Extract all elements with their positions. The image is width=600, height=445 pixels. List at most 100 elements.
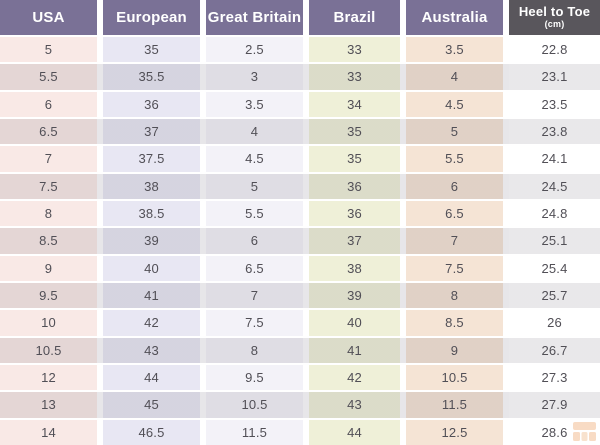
cell-great-britain: 7.5: [206, 310, 303, 336]
cell-european: 40: [103, 255, 200, 281]
cell-great-britain: 6.5: [206, 255, 303, 281]
cell-great-britain: 10.5: [206, 392, 303, 418]
cell-heel-to-toe: 27.9: [509, 392, 600, 418]
cell-usa: 7.5: [0, 173, 97, 199]
cell-brazil: 43: [309, 392, 400, 418]
cell-brazil: 40: [309, 310, 400, 336]
cell-heel-to-toe: 24.5: [509, 173, 600, 199]
cell-great-britain: 7: [206, 282, 303, 309]
table-row: 14 46.5 11.5 44 12.5 28.6: [0, 419, 600, 445]
table-row: 8 38.5 5.5 36 6.5 24.8: [0, 200, 600, 227]
cell-brazil: 33: [309, 37, 400, 63]
cell-brazil: 42: [309, 364, 400, 391]
cell-australia: 6: [406, 173, 503, 199]
column-header-label: USA: [32, 8, 65, 26]
cell-european: 45: [103, 392, 200, 418]
column-header-brazil: Brazil: [309, 0, 400, 35]
cell-heel-to-toe: 24.8: [509, 200, 600, 227]
cell-usa: 6.5: [0, 118, 97, 145]
cell-brazil: 38: [309, 255, 400, 281]
cell-usa: 9: [0, 255, 97, 281]
cell-brazil: 39: [309, 282, 400, 309]
cell-usa: 8.5: [0, 228, 97, 254]
cell-heel-to-toe: 24.1: [509, 146, 600, 172]
table-body: 5 35 2.5 33 3.5 22.8 5.5 35.5 3 33 4 23.1 6 36 3.5 34 4.…: [0, 37, 600, 445]
column-header-label: European: [116, 8, 187, 26]
column-header-label: Brazil: [333, 8, 376, 26]
cell-european: 36: [103, 91, 200, 117]
cell-heel-to-toe: 27.3: [509, 364, 600, 391]
cell-european: 44: [103, 364, 200, 391]
cell-great-britain: 3.5: [206, 91, 303, 117]
cell-european: 41: [103, 282, 200, 309]
cell-heel-to-toe: 26.7: [509, 337, 600, 363]
cell-heel-to-toe: 25.4: [509, 255, 600, 281]
column-header-label: Australia: [421, 8, 488, 26]
cell-heel-to-toe: 22.8: [509, 37, 600, 63]
cell-heel-to-toe: 25.7: [509, 282, 600, 309]
cell-heel-to-toe: 26: [509, 310, 600, 336]
cell-brazil: 35: [309, 146, 400, 172]
cell-usa: 6: [0, 91, 97, 117]
column-header-heel-to-toe: Heel to Toe (cm): [509, 0, 600, 35]
cell-european: 35.5: [103, 64, 200, 90]
cell-european: 38.5: [103, 200, 200, 227]
cell-great-britain: 6: [206, 228, 303, 254]
cell-great-britain: 5: [206, 173, 303, 199]
table-row: 6 36 3.5 34 4.5 23.5: [0, 91, 600, 117]
cell-australia: 3.5: [406, 37, 503, 63]
cell-australia: 5.5: [406, 146, 503, 172]
table-row: 10 42 7.5 40 8.5 26: [0, 310, 600, 336]
column-header-sublabel: (cm): [544, 19, 565, 30]
cell-heel-to-toe: 28.6: [509, 419, 600, 445]
table-row: 5 35 2.5 33 3.5 22.8: [0, 37, 600, 63]
cell-australia: 7.5: [406, 255, 503, 281]
table-row: 6.5 37 4 35 5 23.8: [0, 118, 600, 145]
cell-australia: 4.5: [406, 91, 503, 117]
cell-australia: 10.5: [406, 364, 503, 391]
column-header-label: Great Britain: [207, 8, 302, 26]
cell-heel-to-toe: 25.1: [509, 228, 600, 254]
cell-european: 37: [103, 118, 200, 145]
table-row: 7.5 38 5 36 6 24.5: [0, 173, 600, 199]
cell-usa: 12: [0, 364, 97, 391]
column-header-label: Heel to Toe: [518, 4, 591, 20]
table-header-row: USA European Great Britain Brazil Australia H…: [0, 0, 600, 35]
column-header-australia: Australia: [406, 0, 503, 35]
cell-usa: 7: [0, 146, 97, 172]
column-header-great-britain: Great Britain: [206, 0, 303, 35]
table-row: 12 44 9.5 42 10.5 27.3: [0, 364, 600, 391]
cell-brazil: 41: [309, 337, 400, 363]
cell-australia: 6.5: [406, 200, 503, 227]
cell-usa: 5.5: [0, 64, 97, 90]
cell-european: 35: [103, 37, 200, 63]
cell-brazil: 35: [309, 118, 400, 145]
cell-brazil: 44: [309, 419, 400, 445]
cell-usa: 10: [0, 310, 97, 336]
cell-great-britain: 8: [206, 337, 303, 363]
table-row: 7 37.5 4.5 35 5.5 24.1: [0, 146, 600, 172]
cell-brazil: 34: [309, 91, 400, 117]
cell-australia: 11.5: [406, 392, 503, 418]
cell-great-britain: 4: [206, 118, 303, 145]
cell-usa: 8: [0, 200, 97, 227]
cell-australia: 8: [406, 282, 503, 309]
cell-brazil: 37: [309, 228, 400, 254]
cell-brazil: 36: [309, 173, 400, 199]
cell-usa: 5: [0, 37, 97, 63]
table-row: 13 45 10.5 43 11.5 27.9: [0, 392, 600, 418]
column-header-usa: USA: [0, 0, 97, 35]
cell-usa: 14: [0, 419, 97, 445]
cell-usa: 9.5: [0, 282, 97, 309]
table-row: 8.5 39 6 37 7 25.1: [0, 228, 600, 254]
cell-european: 46.5: [103, 419, 200, 445]
cell-european: 43: [103, 337, 200, 363]
cell-australia: 4: [406, 64, 503, 90]
table-row: 9 40 6.5 38 7.5 25.4: [0, 255, 600, 281]
cell-european: 38: [103, 173, 200, 199]
cell-brazil: 33: [309, 64, 400, 90]
cell-australia: 12.5: [406, 419, 503, 445]
cell-australia: 9: [406, 337, 503, 363]
cell-usa: 10.5: [0, 337, 97, 363]
